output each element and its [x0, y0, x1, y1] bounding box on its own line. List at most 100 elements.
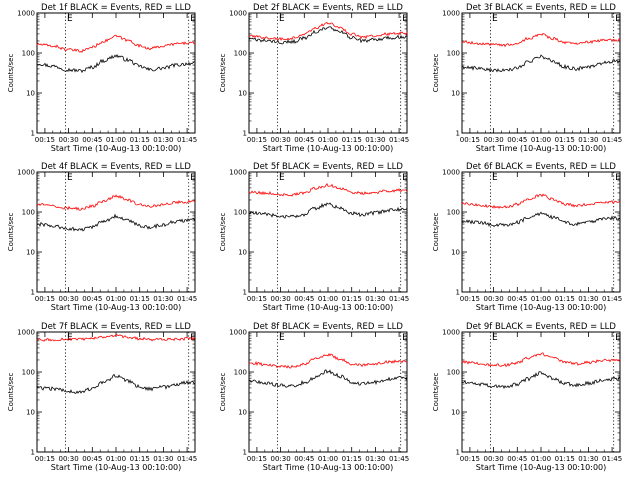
x-tick-label: 01:00	[106, 136, 126, 144]
panel-det-2: Det 2f BLACK = Events, RED = LLD 1 10 100 10…	[219, 3, 409, 153]
x-axis-label: Start Time (10-Aug-13 00:10:00)	[51, 463, 182, 472]
panel-title: Det 5f BLACK = Events, RED = LLD	[253, 162, 403, 172]
x-tick-label: 01:45	[177, 136, 197, 144]
x-tick-label: 01:00	[106, 455, 126, 463]
x-tick-label: 01:45	[602, 295, 622, 303]
y-tick-label: 100	[447, 209, 460, 217]
flag-label: E	[492, 333, 498, 343]
y-axis-label: Counts/sec	[432, 213, 440, 252]
series-lld-line	[461, 352, 621, 368]
y-tick-label: 1000	[229, 329, 247, 337]
plot-frame	[461, 331, 621, 453]
flag-label: E	[492, 173, 498, 183]
x-tick-label: 00:30	[271, 455, 291, 463]
panel-det-7: Det 7f BLACK = Events, RED = LLD 1 10 100 10…	[7, 322, 197, 472]
x-tick-label: 00:15	[247, 455, 267, 463]
x-tick-label: 00:30	[271, 295, 291, 303]
x-tick-label: 01:15	[342, 136, 362, 144]
x-tick-label: 01:45	[389, 455, 409, 463]
y-tick-label: 1	[243, 130, 247, 138]
x-tick-label: 01:30	[365, 136, 385, 144]
plot-frame	[461, 171, 621, 293]
x-tick-label: 01:15	[130, 136, 150, 144]
x-tick-label: 01:00	[318, 136, 338, 144]
y-tick-label: 10	[26, 409, 35, 417]
x-tick-label: 01:15	[130, 295, 150, 303]
plot-frame	[248, 331, 408, 453]
x-tick-label: 00:30	[59, 295, 79, 303]
x-tick-label: 01:45	[389, 136, 409, 144]
x-tick-label: 00:45	[294, 136, 314, 144]
series-events-line	[461, 371, 621, 389]
flag-label: E	[190, 14, 196, 24]
x-axis-label: Start Time (10-Aug-13 00:10:00)	[51, 144, 182, 153]
x-axis-label: Start Time (10-Aug-13 00:10:00)	[263, 463, 394, 472]
x-tick-label: 00:15	[460, 455, 480, 463]
x-tick-label: 01:30	[153, 455, 173, 463]
y-tick-label: 1000	[17, 169, 35, 177]
panel-det-9: Det 9f BLACK = Events, RED = LLD 1 10 100 10…	[432, 322, 622, 472]
x-tick-label: 00:45	[82, 295, 102, 303]
x-tick-label: 00:30	[484, 136, 504, 144]
y-tick-label: 10	[451, 90, 460, 98]
y-tick-label: 1	[456, 289, 460, 297]
flag-label: E	[279, 333, 285, 343]
x-tick-label: 01:30	[153, 295, 173, 303]
x-tick-label: 01:30	[365, 455, 385, 463]
x-tick-label: 00:15	[35, 295, 55, 303]
x-tick-label: 01:00	[531, 455, 551, 463]
y-tick-label: 10	[26, 90, 35, 98]
y-axis-label: Counts/sec	[432, 373, 440, 412]
x-tick-label: 00:45	[82, 136, 102, 144]
plot-frame	[248, 12, 408, 134]
x-tick-label: 00:30	[59, 455, 79, 463]
panel-title: Det 2f BLACK = Events, RED = LLD	[253, 3, 403, 13]
flag-label: E	[67, 14, 73, 24]
x-tick-label: 01:45	[602, 136, 622, 144]
y-tick-label: 100	[447, 50, 460, 58]
y-tick-label: 10	[451, 249, 460, 257]
panel-title: Det 3f BLACK = Events, RED = LLD	[466, 3, 616, 13]
x-tick-label: 01:15	[555, 455, 575, 463]
y-tick-label: 1000	[17, 10, 35, 18]
y-tick-label: 1	[243, 449, 247, 457]
series-events-line	[36, 213, 196, 232]
y-tick-label: 1000	[442, 329, 460, 337]
x-axis-label: Start Time (10-Aug-13 00:10:00)	[476, 463, 607, 472]
panel-det-5: Det 5f BLACK = Events, RED = LLD 1 10 100 10…	[219, 162, 409, 312]
x-tick-label: 01:15	[555, 136, 575, 144]
flag-label: E	[402, 333, 408, 343]
x-axis-label: Start Time (10-Aug-13 00:10:00)	[263, 144, 394, 153]
y-tick-label: 100	[22, 369, 35, 377]
flag-label: E	[492, 14, 498, 24]
x-tick-label: 00:45	[507, 455, 527, 463]
series-lld-line	[36, 334, 195, 342]
series-lld-line	[248, 183, 408, 197]
x-tick-label: 01:30	[578, 295, 598, 303]
x-tick-label: 00:45	[507, 136, 527, 144]
y-axis-label: Counts/sec	[219, 373, 227, 412]
x-tick-label: 01:15	[342, 455, 362, 463]
y-tick-label: 10	[26, 249, 35, 257]
x-tick-label: 00:30	[484, 455, 504, 463]
series-events-line	[248, 26, 408, 45]
y-axis-label: Counts/sec	[219, 213, 227, 252]
x-tick-label: 00:45	[507, 295, 527, 303]
y-tick-label: 100	[22, 209, 35, 217]
y-axis-label: Counts/sec	[432, 54, 440, 93]
panel-det-4: Det 4f BLACK = Events, RED = LLD 1 10 100 10…	[7, 162, 197, 312]
series-events-line	[36, 53, 196, 74]
plot-frame	[36, 331, 196, 453]
series-lld-line	[248, 352, 408, 369]
x-tick-label: 00:15	[460, 295, 480, 303]
plot-frame	[36, 12, 196, 134]
x-axis-label: Start Time (10-Aug-13 00:10:00)	[476, 144, 607, 153]
y-axis-label: Counts/sec	[219, 54, 227, 93]
x-tick-label: 01:00	[318, 295, 338, 303]
panel-title: Det 1f BLACK = Events, RED = LLD	[41, 3, 191, 13]
x-tick-label: 01:45	[177, 295, 197, 303]
x-tick-label: 00:15	[247, 136, 267, 144]
x-tick-label: 00:45	[82, 455, 102, 463]
series-lld-line	[461, 33, 621, 48]
